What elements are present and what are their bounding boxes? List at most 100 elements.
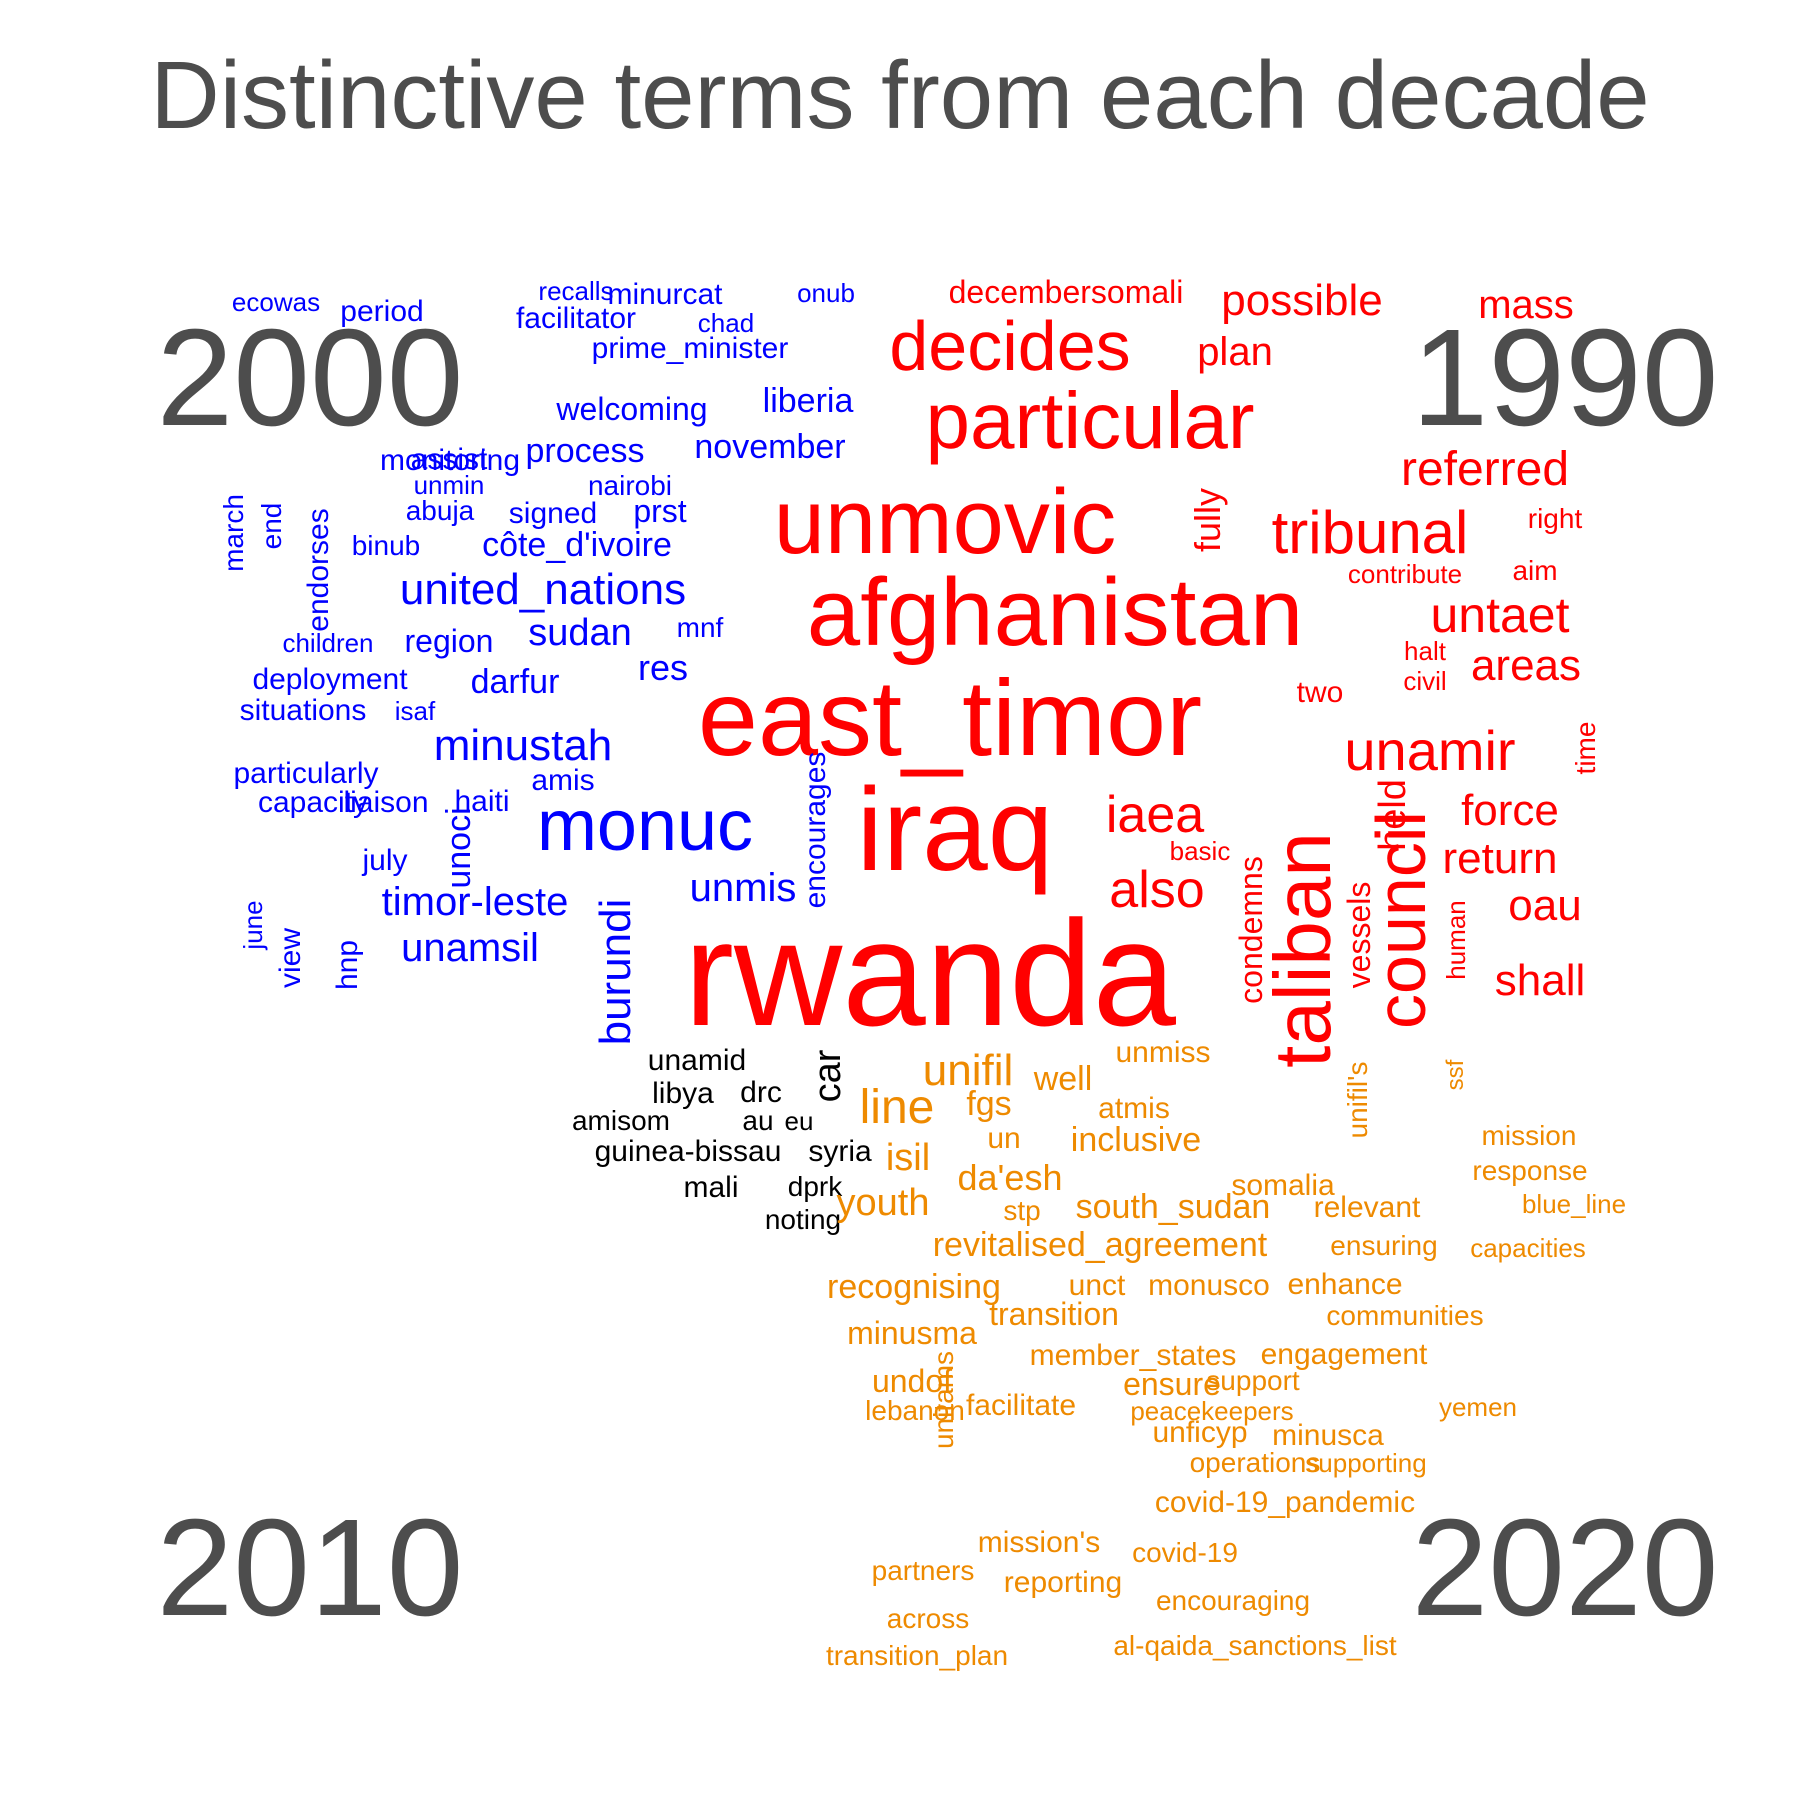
word-1990-16: force [1461, 786, 1559, 835]
word-2000-18: chad [698, 308, 754, 338]
decade-label-2010: 2010 [157, 1491, 464, 1645]
word-1990-20: possible [1221, 276, 1382, 325]
word-2020-52: ssf [1442, 1059, 1469, 1090]
word-2000-9: côte_d'ivoire [482, 526, 672, 564]
word-2000-7: sudan [528, 612, 632, 654]
word-2000-36: amis [531, 764, 594, 797]
word-2020-46: al-qaida_sanctions_list [1113, 1630, 1397, 1661]
word-2020-40: mission's [978, 1526, 1100, 1559]
word-2000-28: binub [352, 530, 421, 561]
word-2020-42: partners [872, 1555, 975, 1586]
word-1990-13: untaet [1430, 587, 1569, 643]
word-2020-18: recognising [827, 1268, 1001, 1306]
word-1990-23: held [1372, 779, 1414, 851]
word-1990-24: fully [1187, 488, 1228, 552]
word-2000-49: capacity [258, 786, 368, 819]
word-2020-6: isil [886, 1137, 930, 1179]
word-1990-25: decembersomali [949, 274, 1184, 310]
word-1990-35: basic [1170, 836, 1231, 866]
word-2020-8: inclusive [1071, 1121, 1201, 1159]
word-2000-8: darfur [471, 663, 560, 701]
word-2000-14: prime_minister [592, 332, 789, 365]
word-2000-27: prst [633, 493, 686, 529]
word-1990-14: referred [1401, 443, 1569, 496]
word-1990-32: halt [1404, 636, 1447, 666]
word-2020-2: well [1033, 1060, 1093, 1098]
word-2020-30: support [1206, 1365, 1300, 1396]
word-1990-33: civil [1403, 666, 1446, 696]
word-1990-22: plan [1197, 330, 1273, 374]
word-1990-15: return [1443, 834, 1558, 883]
word-2000-5: unmis [690, 866, 797, 910]
word-2000-34: situations [240, 694, 367, 727]
word-2000-41: unoci [440, 807, 478, 888]
word-2000-24: nairobi [588, 470, 672, 501]
word-2020-10: youth [837, 1182, 930, 1224]
word-2020-51: unifil's [1342, 1062, 1373, 1139]
word-2020-0: unifil [923, 1046, 1014, 1095]
word-2020-7: un [987, 1122, 1020, 1155]
word-2000-32: res [638, 647, 688, 688]
word-2000-38: liaison [343, 786, 428, 819]
word-2020-25: member_states [1030, 1339, 1237, 1372]
word-1990-5: taliban [1258, 832, 1347, 1068]
word-2000-10: liberia [763, 382, 854, 420]
word-2020-47: transition_plan [826, 1640, 1008, 1671]
word-1990-8: council [1362, 811, 1440, 1029]
word-1990-34: two [1297, 676, 1344, 709]
word-2020-17: capacities [1470, 1233, 1586, 1263]
word-2000-40: july [361, 844, 407, 877]
word-2020-43: reporting [1004, 1566, 1122, 1599]
word-2000-46: march [218, 494, 249, 572]
word-2010-0: unamid [648, 1044, 746, 1077]
word-2020-5: atmis [1098, 1092, 1170, 1125]
word-2010-3: amisom [572, 1105, 670, 1136]
word-2020-26: engagement [1261, 1338, 1428, 1371]
word-2000-2: minustah [434, 721, 613, 770]
word-2000-33: deployment [252, 663, 408, 696]
word-2000-6: unamsil [401, 926, 539, 970]
word-2010-11: car [807, 1049, 849, 1102]
word-2010-2: drc [740, 1076, 782, 1109]
word-2020-44: encouraging [1156, 1585, 1310, 1616]
word-1990-0: rwanda [684, 889, 1177, 1057]
word-2000-39: haiti [454, 785, 509, 818]
word-1990-1: iraq [857, 764, 1054, 896]
word-1990-36: time [1570, 722, 1601, 775]
word-1990-21: mass [1478, 283, 1574, 327]
word-1990-30: aim [1512, 555, 1557, 586]
word-2000-42: encourages [799, 752, 832, 909]
word-2020-12: south_sudan [1076, 1188, 1271, 1226]
word-2010-5: eu [785, 1106, 814, 1136]
decade-label-1990: 1990 [1412, 301, 1719, 455]
word-2000-11: november [694, 428, 845, 466]
word-2000-50: monitoring [380, 444, 520, 477]
word-2010-1: libya [652, 1077, 714, 1110]
word-1990-29: right [1528, 503, 1583, 534]
word-2020-41: covid-19 [1132, 1537, 1238, 1568]
word-2020-39: covid-19_pandemic [1155, 1486, 1415, 1519]
decade-label-2000: 2000 [157, 301, 464, 455]
word-1990-2: east_timor [698, 657, 1202, 778]
word-2000-0: monuc [537, 786, 753, 866]
word-2020-36: operations [1190, 1447, 1321, 1478]
word-2020-4: fgs [966, 1085, 1011, 1123]
word-2010-7: syria [808, 1135, 872, 1168]
word-2000-23: unmin [414, 470, 485, 500]
word-2000-22: assist [411, 443, 488, 476]
word-2000-45: hnp [331, 940, 364, 990]
word-2000-25: abuja [406, 495, 475, 526]
word-2020-50: blue_line [1522, 1189, 1626, 1219]
word-2020-19: unct [1069, 1269, 1126, 1302]
word-2000-15: minurcat [607, 278, 723, 311]
word-1990-4: unmovic [774, 471, 1117, 573]
word-2020-49: response [1472, 1155, 1587, 1186]
word-2000-44: view [274, 928, 307, 988]
word-2020-37: supporting [1305, 1448, 1426, 1478]
word-2000-29: region [405, 623, 494, 659]
word-2010-4: au [742, 1105, 773, 1136]
word-1990-12: also [1109, 861, 1204, 919]
word-2020-28: lebanon [865, 1395, 965, 1426]
